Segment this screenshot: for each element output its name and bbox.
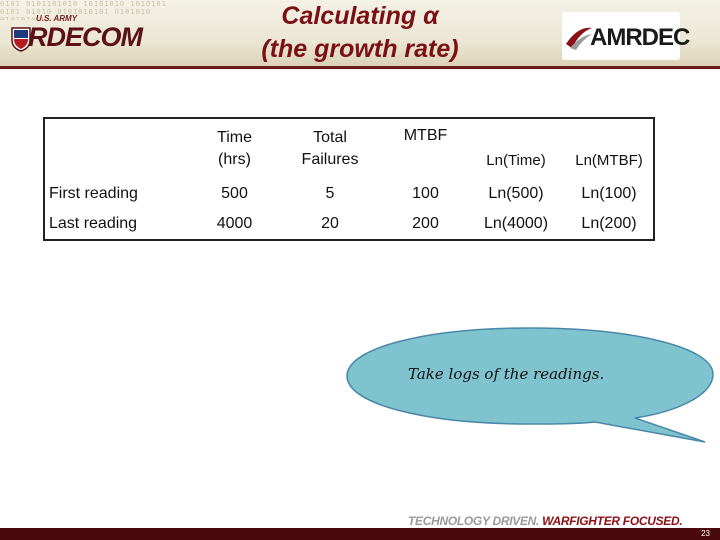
row-label: First reading: [49, 185, 138, 202]
table-row: Last reading 4000 20 200 Ln(4000) Ln(200…: [44, 209, 654, 240]
cell-failures: 20: [321, 215, 339, 232]
amrdec-swoosh-icon: [566, 27, 592, 50]
header-time-line-1: Time: [217, 129, 252, 146]
table-header-row: Time (hrs) Total Failures MTBF Ln(Time) …: [44, 118, 654, 179]
table-row: First reading 500 5 100 Ln(500) Ln(100): [44, 179, 654, 209]
slide-header: 0101 0101101010 10101010 1010101 0101 01…: [0, 0, 720, 69]
binary-texture: 0101 0101101010 10101010 1010101 0101 01…: [0, 0, 167, 20]
header-time-line-2: (hrs): [218, 151, 251, 168]
us-army-label: U.S. ARMY: [36, 14, 78, 23]
rdecom-logo: U.S. ARMY RDECOM: [4, 8, 164, 62]
header-ln-mtbf: Ln(MTBF): [575, 152, 643, 169]
callout-text: Take logs of the readings.: [408, 365, 605, 383]
cell-ln-time: Ln(4000): [483, 215, 549, 232]
row-label: Last reading: [49, 215, 138, 232]
amrdec-logo: AMRDEC: [562, 12, 690, 60]
title-line-1: Calculating α: [281, 2, 439, 30]
page-title: Calculating α (the growth rate): [180, 0, 540, 66]
title-line-2: (the growth rate): [261, 35, 459, 63]
growth-rate-table: Time (hrs) Total Failures MTBF Ln(Time) …: [43, 117, 655, 241]
tagline-technology: TECHNOLOGY DRIVEN.: [408, 514, 540, 528]
amrdec-wordmark: AMRDEC: [590, 24, 690, 51]
speech-bubble-shape: [346, 327, 714, 443]
corner-cell: [44, 118, 193, 179]
header-failures-line-1: Total: [313, 129, 347, 146]
header-ln-time: Ln(Time): [486, 152, 546, 169]
cell-ln-mtbf: Ln(100): [581, 185, 637, 202]
army-shield-icon: [11, 27, 31, 52]
rdecom-wordmark: RDECOM: [28, 22, 143, 52]
cell-mtbf: 200: [412, 215, 439, 232]
page-number: 23: [701, 529, 710, 538]
header-divider: [0, 66, 720, 69]
cell-mtbf: 100: [412, 185, 439, 202]
cell-ln-mtbf: Ln(200): [581, 215, 637, 232]
header-time: Time (hrs): [193, 118, 276, 179]
footer-bar: [0, 528, 720, 540]
cell-ln-time: Ln(500): [488, 185, 544, 202]
cell-time: 4000: [216, 215, 253, 232]
header-mtbf: MTBF: [403, 127, 448, 144]
header-failures: Total Failures: [276, 118, 384, 179]
speech-bubble: [346, 327, 714, 443]
cell-time: 500: [221, 185, 248, 202]
footer-tagline: TECHNOLOGY DRIVEN. WARFIGHTER FOCUSED.: [408, 514, 683, 528]
tagline-warfighter: WARFIGHTER FOCUSED.: [542, 514, 683, 528]
cell-failures: 5: [325, 185, 335, 202]
header-failures-line-2: Failures: [301, 151, 359, 168]
